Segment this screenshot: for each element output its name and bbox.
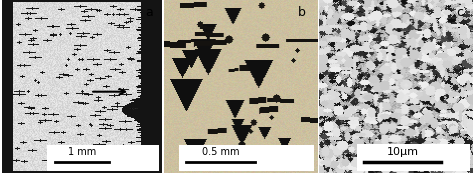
Text: c: c	[456, 6, 463, 19]
Text: b: b	[297, 6, 305, 19]
Bar	[47, 145, 159, 171]
Bar	[179, 145, 314, 171]
Text: 10μm: 10μm	[387, 147, 419, 157]
Bar	[357, 144, 470, 171]
Text: 0.5 mm: 0.5 mm	[202, 147, 240, 157]
Text: 1 mm: 1 mm	[68, 147, 96, 157]
Text: a: a	[146, 6, 153, 19]
